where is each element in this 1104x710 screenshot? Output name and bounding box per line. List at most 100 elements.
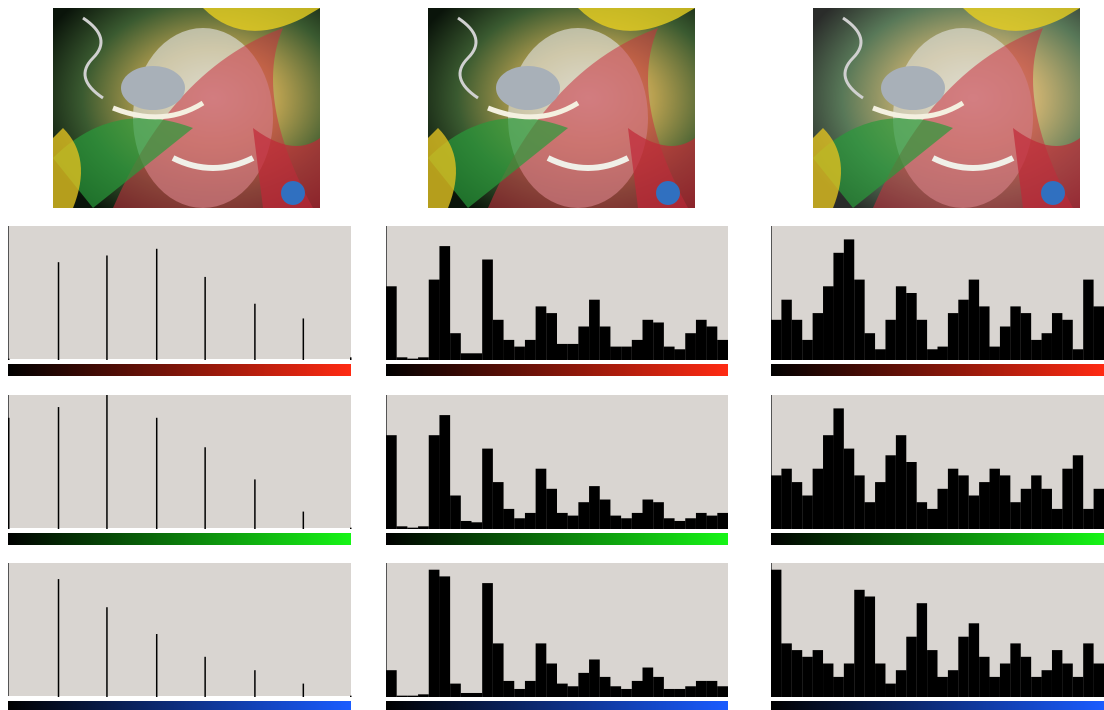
histogram-bar (685, 333, 696, 360)
histogram-bar (1051, 313, 1063, 360)
histogram-panel (771, 395, 1104, 545)
histogram-bar (524, 339, 536, 360)
histogram-panel (771, 226, 1104, 376)
histogram-bar (557, 683, 568, 697)
histogram-bar (492, 319, 504, 360)
histogram-bar (492, 482, 504, 529)
histogram-bar (947, 670, 959, 697)
histogram-bar (621, 518, 632, 529)
histogram-bar (386, 435, 397, 529)
histogram-bar (771, 475, 782, 529)
histogram-bar (864, 596, 876, 697)
histogram-bar (685, 686, 696, 697)
histogram-bar (1031, 339, 1042, 360)
histogram-bar (823, 663, 834, 697)
histogram-bar (653, 322, 664, 360)
histogram-bar (706, 515, 718, 529)
histogram-bar (514, 518, 525, 529)
histogram-bar (439, 576, 451, 697)
histogram-bar (610, 686, 622, 697)
histogram-bar (947, 313, 959, 360)
histogram-bar (1062, 319, 1073, 360)
histogram-bar (1051, 650, 1063, 697)
histogram-bar (460, 520, 472, 529)
histogram-bar (674, 520, 686, 529)
histogram-panel (386, 226, 728, 376)
histogram-bar (471, 692, 483, 697)
histogram-bar (418, 357, 429, 360)
histogram-bar (833, 676, 844, 697)
histogram-bar (823, 435, 834, 529)
histogram-bar (674, 349, 686, 360)
histogram-bar (906, 462, 917, 529)
histogram-bar (916, 603, 928, 697)
histogram-bar (1072, 455, 1084, 529)
histogram-bar (916, 319, 928, 360)
panel-background (8, 563, 351, 697)
histogram-bar (482, 259, 493, 360)
histogram-bar (567, 343, 579, 360)
histogram-bar (1031, 676, 1042, 697)
histogram-bar (418, 694, 429, 697)
color-band (386, 364, 728, 376)
histogram-bar (895, 670, 907, 697)
histogram-bar (653, 676, 664, 697)
histogram-bar (1072, 676, 1084, 697)
color-band (8, 533, 351, 545)
histogram-bar (642, 319, 654, 360)
histogram-bar (927, 349, 938, 360)
histogram-bar (1062, 663, 1073, 697)
histogram-bar (567, 515, 579, 529)
histogram-bar (557, 512, 568, 529)
histogram-bar (599, 676, 611, 697)
histogram-bar (802, 495, 813, 529)
histogram-bar (989, 468, 1000, 529)
histogram-bar (771, 319, 782, 360)
histogram-bar (599, 326, 611, 360)
histogram-bar (428, 435, 440, 529)
histogram-bar (823, 286, 834, 360)
histogram-bar (503, 339, 515, 360)
histogram-bar (439, 415, 451, 529)
histogram-bar (471, 522, 483, 529)
histogram-bar (1041, 670, 1052, 697)
histogram-bar (428, 279, 440, 360)
histogram-bar (875, 663, 886, 697)
histogram-bar (450, 495, 461, 529)
histogram-bar (968, 279, 980, 360)
histogram-bar (999, 663, 1011, 697)
histogram-bar (812, 468, 824, 529)
histogram-bar (885, 683, 896, 697)
histogram-bar (663, 346, 675, 360)
histogram-bar (717, 512, 728, 529)
histogram-bar (812, 650, 824, 697)
histogram-bar (695, 512, 707, 529)
histogram-bar (439, 246, 451, 360)
histogram-bar (906, 636, 917, 697)
histogram-bar (1010, 306, 1021, 360)
histogram-bar (642, 667, 654, 697)
histogram-bar (471, 353, 483, 360)
histogram-bar (864, 333, 876, 360)
histogram-bar (621, 688, 632, 697)
histogram-bar (706, 680, 718, 697)
histogram-bar (843, 239, 855, 360)
histogram-bar (535, 306, 547, 360)
histogram-bar (514, 688, 525, 697)
histogram-bar (450, 683, 461, 697)
histogram-bar (864, 502, 876, 529)
histogram-bar (989, 346, 1000, 360)
histogram-panel (8, 226, 352, 376)
histogram-bar (717, 686, 728, 697)
histogram-bar (781, 643, 792, 697)
histogram-bar (524, 680, 536, 697)
histogram-bar (717, 339, 728, 360)
histogram-bar (386, 286, 397, 360)
histogram-bar (396, 695, 408, 697)
histogram-bar (663, 518, 675, 529)
histogram-bar (1010, 643, 1021, 697)
histogram-bar (535, 468, 547, 529)
histogram-bar (685, 518, 696, 529)
histogram-bar (1083, 279, 1094, 360)
histogram-bar (895, 286, 907, 360)
